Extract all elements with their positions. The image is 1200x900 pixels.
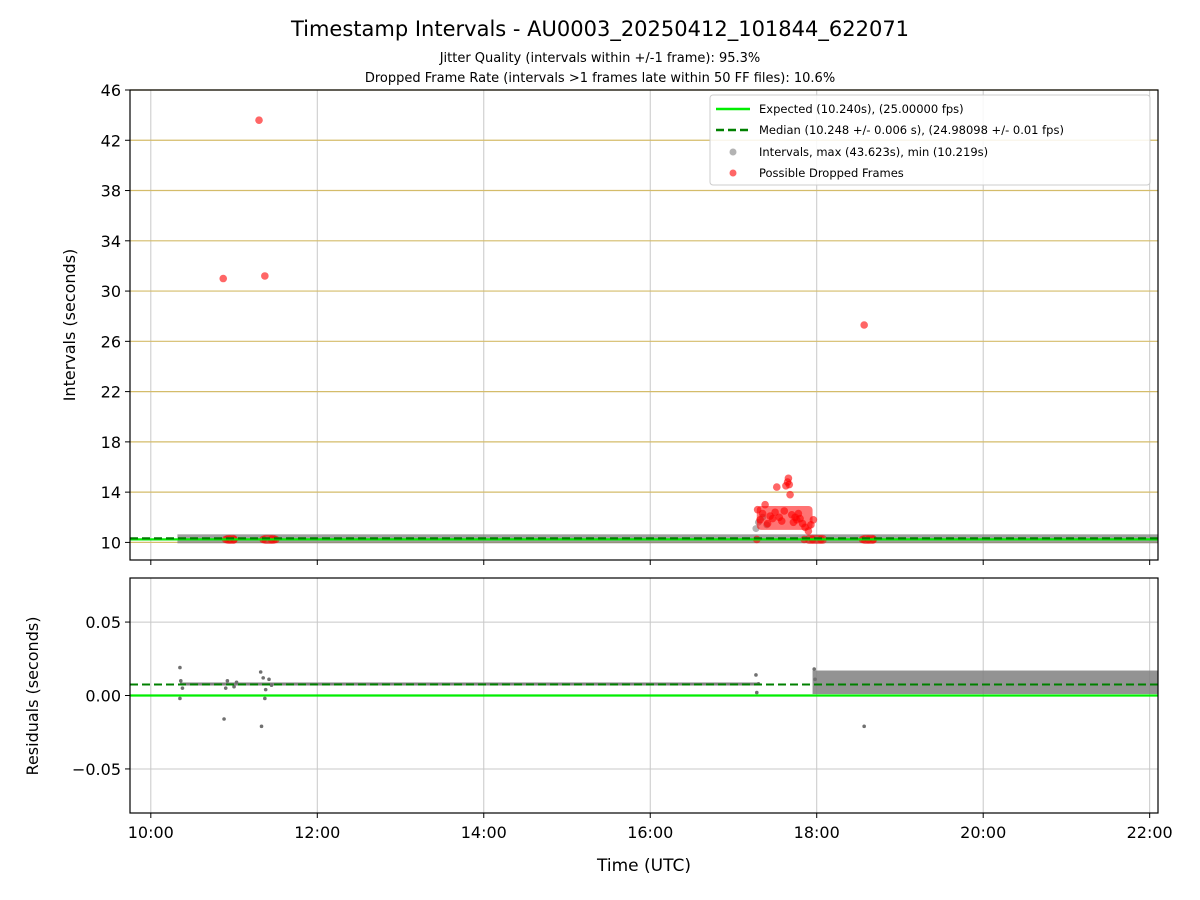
- residual-point: [259, 724, 264, 729]
- legend-intervals-label: Intervals, max (43.623s), min (10.219s): [759, 145, 988, 159]
- y-tick-label: 26: [101, 332, 121, 351]
- residual-point: [178, 679, 183, 683]
- x-tick-label: 12:00: [294, 823, 340, 842]
- residual-point: [263, 687, 268, 692]
- residual-point: [263, 696, 267, 701]
- legend-dropped-swatch: [729, 169, 737, 177]
- dropped-frame-point: [809, 515, 818, 524]
- legend-expected-label: Expected (10.240s), (25.00000 fps): [759, 102, 964, 116]
- intervals-y-ticks: 10 14 18 22 26 30 34 38 42 46: [101, 81, 130, 552]
- residuals-x-ticks: 10:00 12:00 14:00 16:00 18:00 20:00 22:00: [128, 813, 1173, 842]
- chart-subtitle-dropped: Dropped Frame Rate (intervals >1 frames …: [365, 71, 835, 86]
- chart-subtitle-jitter: Jitter Quality (intervals within +/-1 fr…: [439, 51, 761, 66]
- residual-point: [754, 673, 758, 677]
- y-tick-label: 14: [101, 483, 121, 502]
- dropped-frame-point: [768, 514, 777, 523]
- dropped-frame-point: [763, 519, 772, 528]
- legend-intervals-swatch: [729, 148, 737, 156]
- dropped-frame-point: [758, 509, 767, 518]
- y-tick-label: 38: [101, 182, 121, 201]
- y-tick-label: 22: [101, 383, 121, 402]
- intervals-y-label: Intervals (seconds): [60, 249, 79, 402]
- dropped-frame-point: [261, 272, 269, 280]
- residuals-y-ticks: −0.05 0.00 0.05: [72, 613, 130, 779]
- x-tick-label: 10:00: [128, 823, 174, 842]
- legend-box: [709, 94, 1151, 186]
- dropped-frame-point: [255, 116, 263, 124]
- residual-point: [269, 683, 274, 688]
- residual-point: [267, 677, 271, 682]
- dropped-frame-point: [785, 480, 794, 489]
- y-tick-label: 34: [101, 232, 121, 251]
- residual-point: [180, 686, 185, 690]
- residuals-data: [130, 665, 1158, 729]
- dropped-frame-point: [771, 508, 779, 517]
- dropped-frame-point: [756, 515, 764, 524]
- dropped-frame-point: [772, 483, 781, 491]
- y-tick-label: −0.05: [72, 760, 121, 779]
- residuals-panel: −0.05 0.00 0.05 10:00 12:00 14:00 16:00 18:00 2…: [23, 577, 1173, 876]
- x-tick-label: 14:00: [461, 823, 507, 842]
- residual-point: [812, 667, 817, 671]
- residual-point: [178, 696, 182, 701]
- dropped-frame-point: [804, 527, 813, 535]
- residual-point: [754, 690, 759, 695]
- chart-title: Timestamp Intervals - AU0003_20250412_10…: [290, 17, 909, 42]
- dropped-frame-point: [761, 500, 769, 509]
- dropped-frame-point: [786, 490, 794, 499]
- residual-point: [862, 724, 866, 729]
- intervals-frame: [129, 89, 1159, 561]
- dropped-frame-point: [777, 517, 786, 525]
- y-tick-label: 46: [101, 81, 121, 100]
- y-tick-label: 0.05: [85, 613, 121, 632]
- residual-point: [223, 686, 228, 690]
- residuals-y-label: Residuals (seconds): [23, 617, 42, 776]
- y-tick-label: 42: [101, 131, 121, 150]
- dropped-frame-point: [219, 274, 228, 283]
- residual-point: [258, 670, 263, 674]
- x-axis-label: Time (UTC): [596, 856, 691, 876]
- residual-point: [234, 680, 239, 685]
- y-tick-label: 30: [101, 282, 121, 301]
- residual-point: [261, 676, 265, 680]
- intervals-panel: 10 14 18 22 26 30 34 38 42 46 Intervals (seconds)…: [60, 81, 1159, 565]
- residual-point: [225, 679, 230, 683]
- x-tick-label: 20:00: [960, 823, 1006, 842]
- y-tick-label: 0.00: [85, 687, 121, 706]
- residual-point: [222, 717, 226, 721]
- intervals-data: [130, 116, 1158, 544]
- legend-median-label: Median (10.248 +/- 0.006 s), (24.98098 +…: [759, 123, 1064, 137]
- y-tick-label: 10: [101, 533, 121, 552]
- y-tick-label: 18: [101, 433, 121, 452]
- residual-point: [232, 684, 236, 689]
- x-tick-label: 16:00: [627, 823, 673, 842]
- x-tick-label: 22:00: [1127, 823, 1173, 842]
- intervals-x-ticks: [150, 560, 1151, 565]
- residual-point: [813, 677, 817, 682]
- legend: Expected (10.240s), (25.00000 fps) Media…: [709, 94, 1151, 186]
- legend-dropped-label: Possible Dropped Frames: [759, 166, 904, 180]
- residual-point: [178, 665, 182, 670]
- dropped-frame-point: [780, 507, 789, 515]
- dropped-frame-point: [860, 321, 868, 329]
- residuals-dense-band: [812, 670, 1158, 695]
- x-tick-label: 18:00: [794, 823, 840, 842]
- dropped-frame-point: [784, 474, 793, 483]
